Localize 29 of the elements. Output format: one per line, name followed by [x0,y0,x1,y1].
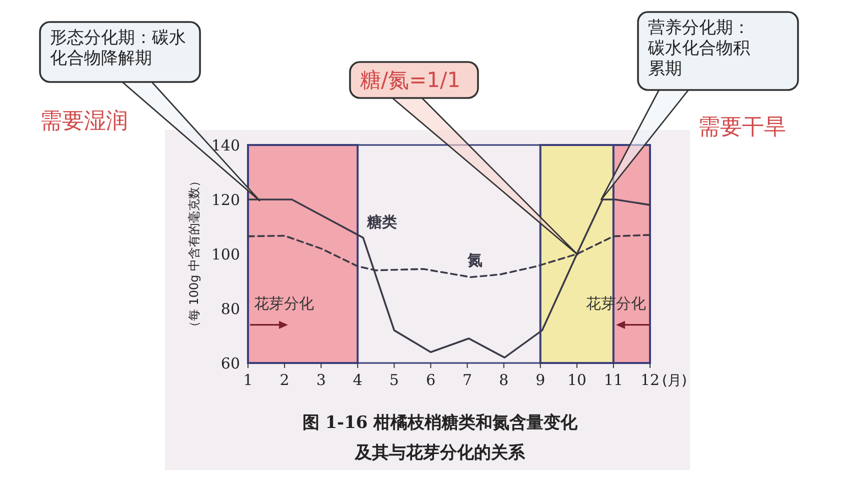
line-series [247,198,651,358]
x-axis-title: (月) [662,373,687,389]
x-tick-label: 11 [604,371,623,389]
text: 需要湿润 [40,109,128,134]
text: 营养分化期：碳水化合物积累期 [647,18,750,79]
y-axis-title: （每 100g 中含有的毫克数） [187,174,201,334]
text: 形态分化期：碳水化合物降解期 [50,28,186,68]
text: 图 1-16 柑橘枝梢糖类和氮含量变化及其与花芽分化的关系 [302,413,579,463]
series-label: 氮 [466,250,482,269]
text: 糖/氮=1/1 [360,68,460,92]
x-tick-label: 8 [499,371,509,389]
y-tick-label: 100 [211,245,240,264]
series-label: 糖类 [366,212,397,231]
x-tick-label: 5 [389,371,399,389]
y-tick-label: 140 [211,136,240,154]
y-tick-label: 120 [211,190,240,209]
x-tick-label: 10 [567,371,586,389]
band-label: 花芽分化 [254,294,314,312]
y-tick-label: 60 [220,354,240,372]
x-tick-label: 1 [243,371,253,389]
x-tick-label: 4 [352,371,362,389]
x-tick-label: 2 [280,371,290,389]
y-tick-label: 80 [220,300,240,318]
text: 需要干旱 [698,115,786,140]
x-tick-label: 6 [426,371,436,389]
x-tick-label: 12 [640,371,660,389]
x-tick-label: 9 [536,371,546,389]
x-tick-label: 7 [462,371,472,389]
x-tick-label: 3 [316,371,326,389]
